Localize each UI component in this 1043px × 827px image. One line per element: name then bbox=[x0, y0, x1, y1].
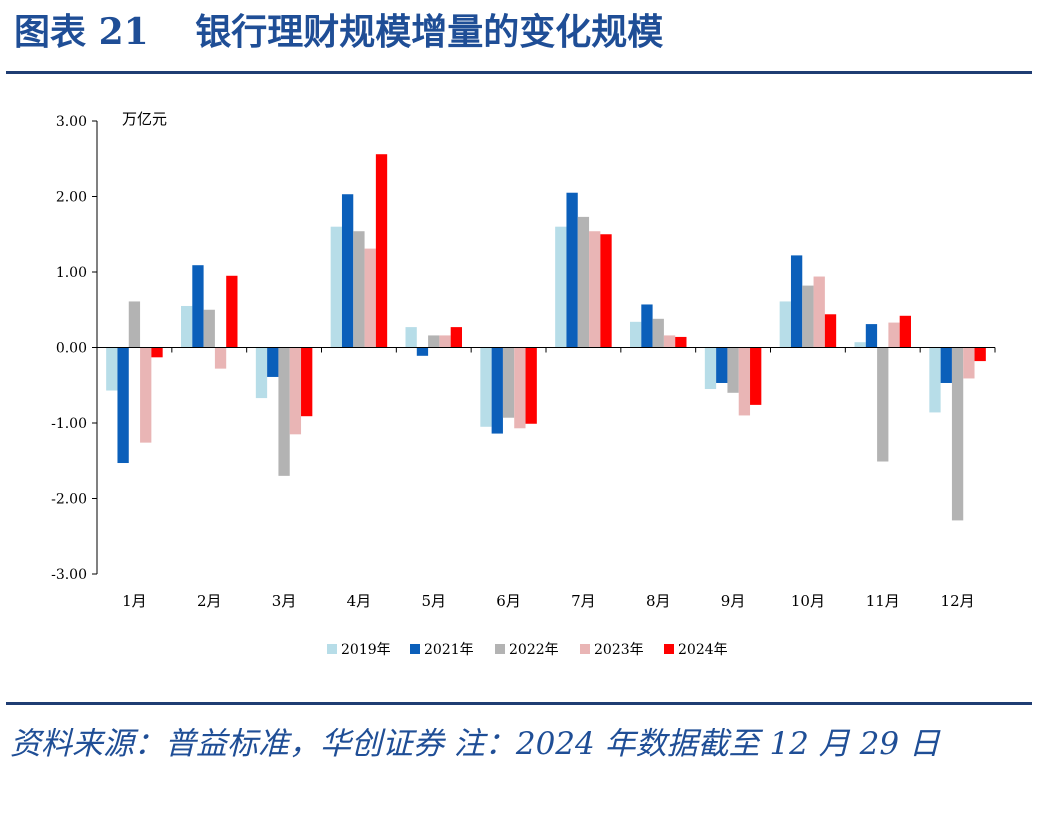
bar bbox=[888, 322, 900, 348]
bar bbox=[854, 342, 866, 348]
bar bbox=[630, 321, 642, 348]
bar bbox=[375, 154, 388, 348]
legend-label: 2021年 bbox=[424, 642, 474, 658]
bar bbox=[600, 234, 612, 348]
legend-label: 2023年 bbox=[594, 642, 644, 658]
title-text: 银行理财规模增量的变化规模 bbox=[195, 11, 664, 53]
bar bbox=[181, 305, 193, 348]
x-tick-label: 2月 bbox=[197, 592, 222, 610]
x-tick-label: 1月 bbox=[122, 592, 147, 610]
bar bbox=[555, 226, 567, 348]
bar bbox=[704, 347, 717, 390]
x-tick-label: 9月 bbox=[721, 592, 746, 610]
y-tick-label: -1.00 bbox=[51, 416, 87, 432]
legend-swatch bbox=[664, 644, 674, 654]
bar bbox=[214, 347, 227, 369]
bar bbox=[480, 347, 492, 427]
y-tick-label: 1.00 bbox=[56, 265, 87, 281]
bar bbox=[566, 192, 578, 348]
y-unit-label: 万亿元 bbox=[122, 110, 167, 128]
bar bbox=[652, 318, 664, 348]
x-tick-label: 3月 bbox=[272, 592, 297, 610]
legend-swatch bbox=[410, 644, 420, 654]
bar bbox=[364, 248, 376, 348]
bar bbox=[439, 335, 451, 348]
chart-title: 图表 21 银行理财规模增量的变化规模 bbox=[14, 6, 663, 66]
x-tick-label: 12月 bbox=[941, 592, 975, 610]
bar bbox=[641, 304, 653, 348]
bar bbox=[790, 255, 803, 348]
bar bbox=[813, 276, 825, 348]
top-divider bbox=[6, 71, 1032, 74]
y-tick-label: -3.00 bbox=[51, 567, 87, 583]
bar bbox=[951, 347, 964, 521]
bar bbox=[428, 335, 440, 348]
bar bbox=[450, 327, 462, 348]
legend-label: 2019年 bbox=[341, 642, 391, 658]
y-tick-label: 3.00 bbox=[56, 114, 87, 130]
bar bbox=[929, 347, 941, 413]
bottom-divider bbox=[6, 702, 1032, 705]
bar bbox=[226, 275, 238, 348]
legend-label: 2024年 bbox=[678, 642, 728, 658]
bar bbox=[278, 347, 290, 476]
bar-chart: -3.00 -2.00 -1.00 0.00 1.00 2.00 3.00 万亿元 1月 2月 3月… bbox=[51, 110, 996, 658]
bar bbox=[353, 231, 365, 348]
bar bbox=[341, 194, 354, 348]
bar bbox=[716, 347, 728, 383]
bar bbox=[779, 301, 791, 348]
bar bbox=[589, 231, 601, 348]
bar bbox=[491, 347, 503, 434]
bar bbox=[865, 324, 878, 348]
bar bbox=[750, 347, 762, 405]
bar bbox=[963, 347, 975, 379]
source-note: 资料来源：普益标准，华创证券 注：2024 年数据截至 12 月 29 日 bbox=[10, 726, 940, 762]
bar bbox=[128, 301, 141, 348]
bar bbox=[974, 347, 986, 362]
bar bbox=[267, 347, 279, 377]
bar bbox=[675, 336, 687, 348]
bar bbox=[117, 347, 129, 464]
bar bbox=[663, 335, 676, 348]
legend-label: 2022年 bbox=[509, 642, 559, 658]
x-tick-label: 11月 bbox=[866, 592, 900, 610]
bar bbox=[405, 327, 417, 348]
y-tick-label: 2.00 bbox=[56, 190, 87, 206]
bar bbox=[899, 315, 911, 348]
bar bbox=[738, 347, 751, 416]
title-number: 21 bbox=[98, 11, 149, 53]
bar bbox=[577, 216, 590, 348]
legend-swatch bbox=[327, 644, 337, 654]
x-tick-label: 7月 bbox=[571, 592, 596, 610]
bar bbox=[824, 314, 837, 348]
x-tick-label: 8月 bbox=[646, 592, 671, 610]
bar bbox=[940, 347, 952, 383]
y-tick-label: -2.00 bbox=[51, 492, 87, 508]
bar bbox=[514, 347, 526, 429]
bar bbox=[525, 347, 537, 424]
bar bbox=[255, 347, 268, 399]
legend-swatch bbox=[580, 644, 590, 654]
bar bbox=[289, 347, 302, 435]
bar bbox=[301, 347, 313, 417]
title-label: 图表 bbox=[14, 11, 87, 53]
bar bbox=[151, 347, 163, 358]
bar bbox=[203, 309, 215, 348]
bar bbox=[502, 347, 515, 418]
bar bbox=[106, 347, 118, 391]
bar bbox=[192, 265, 204, 348]
x-tick-label: 4月 bbox=[347, 592, 372, 610]
y-tick-label: 0.00 bbox=[56, 341, 87, 357]
bar bbox=[416, 347, 429, 356]
bar bbox=[727, 347, 739, 393]
x-tick-label: 10月 bbox=[791, 592, 825, 610]
bar bbox=[140, 347, 152, 443]
x-tick-label: 6月 bbox=[496, 592, 521, 610]
bar bbox=[802, 285, 814, 348]
x-tick-label: 5月 bbox=[421, 592, 446, 610]
legend-swatch bbox=[495, 644, 505, 654]
bar bbox=[877, 347, 889, 462]
bar bbox=[330, 226, 342, 348]
